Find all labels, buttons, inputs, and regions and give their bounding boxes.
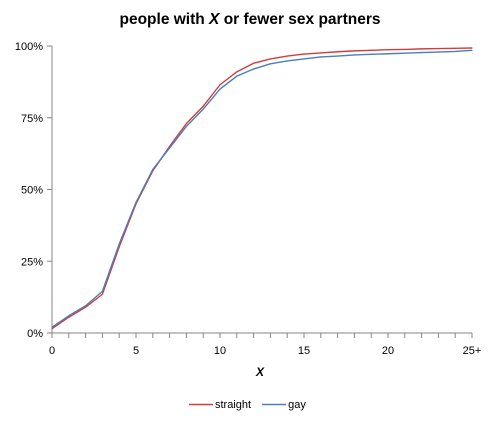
data-point bbox=[118, 243, 120, 245]
data-point bbox=[51, 326, 53, 328]
data-point bbox=[85, 305, 87, 307]
x-tick-label: 25+ bbox=[463, 345, 482, 357]
data-point bbox=[253, 68, 255, 70]
x-tick-label: 15 bbox=[298, 345, 310, 357]
data-point bbox=[421, 52, 423, 54]
y-tick-label: 50% bbox=[21, 185, 43, 197]
data-point bbox=[404, 52, 406, 54]
y-tick-label: 100% bbox=[15, 41, 43, 53]
legend: straight gay bbox=[189, 399, 306, 411]
data-point bbox=[202, 105, 204, 107]
data-point bbox=[370, 53, 372, 55]
data-point bbox=[353, 50, 355, 52]
data-point bbox=[269, 58, 271, 60]
x-tick-label: 0 bbox=[49, 345, 55, 357]
data-point bbox=[185, 125, 187, 127]
chart-title-part: people with bbox=[119, 11, 209, 28]
data-point bbox=[387, 53, 389, 55]
data-point bbox=[471, 47, 473, 49]
series-line-straight bbox=[51, 47, 473, 330]
y-tick-label: 25% bbox=[21, 256, 43, 268]
legend-item-straight: straight bbox=[189, 399, 251, 411]
data-point bbox=[421, 48, 423, 50]
data-point bbox=[303, 53, 305, 55]
data-point bbox=[169, 147, 171, 149]
data-point bbox=[454, 50, 456, 53]
chart-title-part: X bbox=[208, 11, 221, 28]
data-point bbox=[387, 49, 389, 51]
x-tick-label: 10 bbox=[214, 345, 226, 357]
data-point bbox=[437, 51, 439, 53]
data-point bbox=[219, 84, 221, 86]
data-point bbox=[404, 48, 406, 51]
chart-title-part: or fewer sex partners bbox=[219, 11, 380, 28]
series-gay bbox=[51, 49, 473, 328]
data-point bbox=[219, 88, 221, 90]
data-point bbox=[236, 71, 238, 73]
data-point bbox=[152, 168, 154, 171]
series-line-gay bbox=[51, 49, 473, 328]
data-point bbox=[303, 58, 305, 60]
data-point bbox=[286, 55, 288, 57]
data-point bbox=[85, 306, 87, 308]
plot-area bbox=[51, 47, 473, 330]
data-point bbox=[185, 122, 187, 125]
data-point bbox=[202, 108, 204, 110]
legend-label: gay bbox=[288, 399, 306, 411]
chart-title: people with X or fewer sex partners bbox=[119, 11, 380, 28]
legend-item-gay: gay bbox=[262, 399, 306, 411]
data-point bbox=[320, 52, 322, 54]
x-axis-label: X bbox=[255, 365, 265, 379]
data-point bbox=[454, 47, 456, 49]
x-axis: 0 5 10 15 20 25+ bbox=[49, 333, 481, 357]
series-straight bbox=[51, 47, 473, 330]
data-point bbox=[471, 49, 473, 51]
data-point bbox=[101, 290, 103, 292]
data-point bbox=[320, 56, 322, 58]
data-point bbox=[236, 75, 238, 77]
x-tick-label: 5 bbox=[133, 345, 139, 357]
data-point bbox=[135, 201, 137, 204]
data-point bbox=[269, 63, 271, 65]
y-axis: 0% 25% 50% 75% 100% bbox=[15, 41, 52, 340]
data-point bbox=[253, 62, 255, 64]
x-tick-label: 20 bbox=[382, 345, 394, 357]
data-point bbox=[337, 55, 339, 57]
data-point bbox=[68, 316, 70, 318]
data-point bbox=[286, 60, 288, 62]
data-point bbox=[337, 51, 339, 53]
y-tick-label: 75% bbox=[21, 113, 43, 125]
data-point bbox=[370, 49, 372, 51]
data-point bbox=[101, 293, 103, 295]
data-point bbox=[51, 328, 53, 330]
data-point bbox=[353, 54, 355, 56]
legend-label: straight bbox=[215, 399, 251, 411]
data-point bbox=[68, 315, 70, 317]
data-point bbox=[437, 47, 439, 50]
y-tick-label: 0% bbox=[27, 328, 43, 340]
